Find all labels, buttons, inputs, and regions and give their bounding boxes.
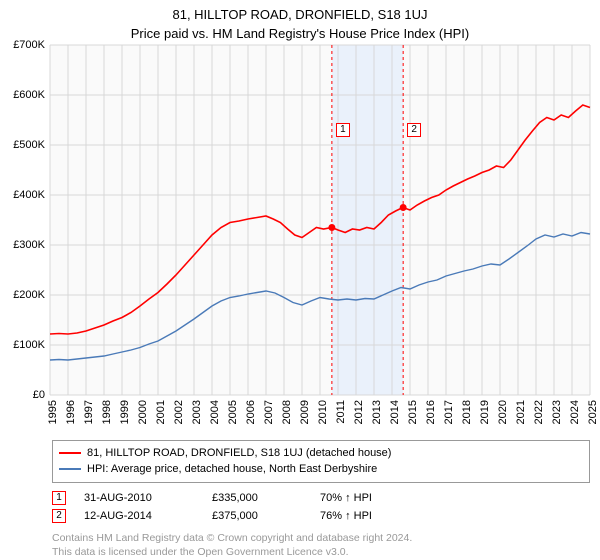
legend-item: HPI: Average price, detached house, Nort… [59, 461, 583, 478]
x-tick-label: 2014 [389, 400, 401, 440]
x-tick-label: 2000 [137, 400, 149, 440]
legend-label: HPI: Average price, detached house, Nort… [87, 461, 377, 478]
x-tick-label: 2010 [317, 400, 329, 440]
x-tick-label: 2013 [371, 400, 383, 440]
chart-svg [50, 45, 590, 395]
chart-subtitle: Price paid vs. HM Land Registry's House … [0, 26, 600, 45]
x-tick-label: 2009 [299, 400, 311, 440]
x-tick-label: 1996 [65, 400, 77, 440]
x-tick-label: 2017 [443, 400, 455, 440]
y-tick-label: £0 [33, 389, 45, 401]
sale-event-pct: 70% ↑ HPI [320, 492, 372, 504]
x-tick-label: 2003 [191, 400, 203, 440]
x-tick-label: 2018 [461, 400, 473, 440]
x-tick-label: 2012 [353, 400, 365, 440]
x-tick-label: 2005 [227, 400, 239, 440]
legend-swatch [59, 468, 81, 470]
sale-event-price: £375,000 [212, 510, 302, 522]
copyright-notice: Contains HM Land Registry data © Crown c… [52, 531, 590, 559]
y-tick-label: £100K [13, 339, 45, 351]
copyright-line-1: Contains HM Land Registry data © Crown c… [52, 531, 590, 545]
y-tick-label: £700K [13, 39, 45, 51]
legend-label: 81, HILLTOP ROAD, DRONFIELD, S18 1UJ (de… [87, 445, 391, 462]
chart-title: 81, HILLTOP ROAD, DRONFIELD, S18 1UJ [0, 0, 600, 26]
x-tick-label: 2021 [515, 400, 527, 440]
x-tick-label: 2011 [335, 400, 347, 440]
sale-marker-2: 2 [407, 123, 421, 137]
x-tick-label: 2024 [569, 400, 581, 440]
y-tick-label: £500K [13, 139, 45, 151]
sales-events-table: 1 31-AUG-2010 £335,000 70% ↑ HPI 2 12-AUG-201… [52, 489, 590, 525]
x-tick-label: 1998 [101, 400, 113, 440]
x-tick-label: 1995 [47, 400, 59, 440]
y-tick-label: £300K [13, 239, 45, 251]
x-tick-label: 2004 [209, 400, 221, 440]
y-tick-label: £600K [13, 89, 45, 101]
x-tick-label: 2007 [263, 400, 275, 440]
plot-area: £0£100K£200K£300K£400K£500K£600K£700K199… [50, 45, 590, 395]
x-tick-label: 2025 [587, 400, 599, 440]
x-tick-label: 2001 [155, 400, 167, 440]
sale-event-marker: 2 [52, 509, 66, 523]
sale-event-date: 31-AUG-2010 [84, 492, 194, 504]
x-tick-label: 2002 [173, 400, 185, 440]
x-tick-label: 2016 [425, 400, 437, 440]
sale-event-pct: 76% ↑ HPI [320, 510, 372, 522]
sale-event-marker: 1 [52, 491, 66, 505]
legend: 81, HILLTOP ROAD, DRONFIELD, S18 1UJ (de… [52, 440, 590, 483]
y-tick-label: £200K [13, 289, 45, 301]
x-tick-label: 2008 [281, 400, 293, 440]
x-tick-label: 2006 [245, 400, 257, 440]
sale-event-price: £335,000 [212, 492, 302, 504]
x-tick-label: 2015 [407, 400, 419, 440]
sale-event-date: 12-AUG-2014 [84, 510, 194, 522]
sale-event-row: 2 12-AUG-2014 £375,000 76% ↑ HPI [52, 507, 590, 525]
legend-swatch [59, 452, 81, 454]
y-tick-label: £400K [13, 189, 45, 201]
x-tick-label: 2019 [479, 400, 491, 440]
sale-marker-1: 1 [336, 123, 350, 137]
copyright-line-2: This data is licensed under the Open Gov… [52, 545, 590, 559]
x-tick-label: 2020 [497, 400, 509, 440]
x-tick-label: 1999 [119, 400, 131, 440]
sale-event-row: 1 31-AUG-2010 £335,000 70% ↑ HPI [52, 489, 590, 507]
x-tick-label: 1997 [83, 400, 95, 440]
legend-item: 81, HILLTOP ROAD, DRONFIELD, S18 1UJ (de… [59, 445, 583, 462]
x-tick-label: 2023 [551, 400, 563, 440]
x-tick-label: 2022 [533, 400, 545, 440]
